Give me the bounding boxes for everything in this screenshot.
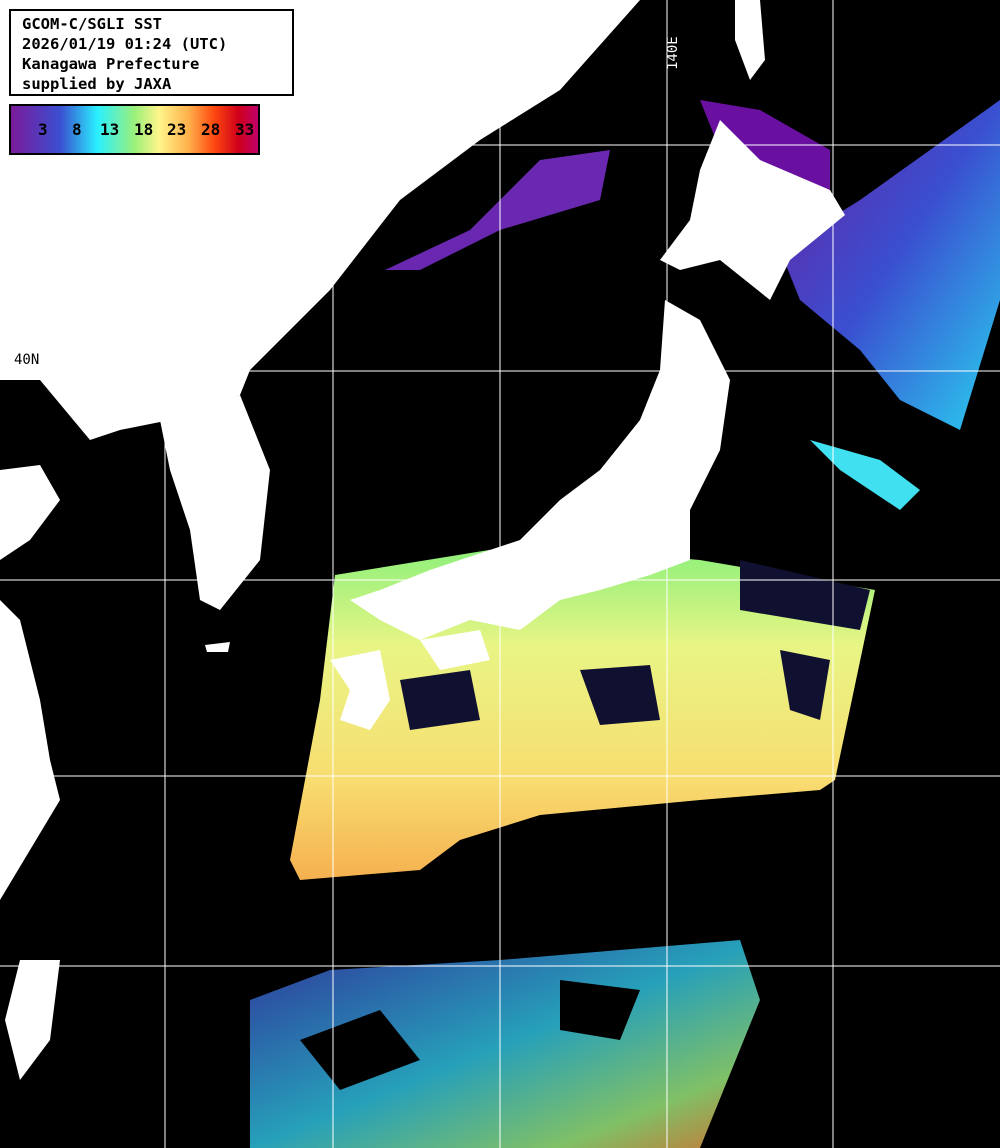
grid-label-30n: 30N xyxy=(14,758,40,774)
observation-time: 2026/01/19 01:24 (UTC) xyxy=(22,35,228,53)
data-source: supplied by JAXA xyxy=(22,75,172,93)
sst-cloud-gaps xyxy=(400,560,870,730)
sst-south-gaps xyxy=(300,980,640,1090)
land-taiwan xyxy=(5,960,60,1080)
sst-sea-of-japan xyxy=(385,150,610,270)
land-sakhalin xyxy=(735,0,765,80)
colorbar-tick: 33 xyxy=(235,120,255,139)
provider-prefecture: Kanagawa Prefecture xyxy=(22,55,200,73)
info-box: GCOM-C/SGLI SST 2026/01/19 01:24 (UTC) K… xyxy=(9,9,294,96)
sst-pacific-north xyxy=(780,100,1000,430)
color-scale-bar: 3 8 13 18 23 28 33 xyxy=(9,104,260,155)
colorbar-tick: 18 xyxy=(134,120,154,139)
sst-cyan-patch xyxy=(810,440,920,510)
satellite-product: GCOM-C/SGLI SST xyxy=(22,15,162,33)
land xyxy=(0,0,845,1080)
land-shikoku xyxy=(420,630,490,670)
land-china-coast xyxy=(0,465,60,900)
grid-label-140e: 140E xyxy=(665,36,681,70)
colorbar-tick: 23 xyxy=(167,120,187,139)
land-honshu xyxy=(350,300,730,640)
colorbar-tick: 28 xyxy=(201,120,221,139)
sst-data xyxy=(250,100,1000,1148)
colorbar-tick: 8 xyxy=(72,120,82,139)
colorbar-tick: 3 xyxy=(38,120,48,139)
land-hokkaido xyxy=(660,120,845,300)
land-korea xyxy=(160,395,270,610)
land-kyushu xyxy=(330,650,390,730)
grid-label-40n: 40N xyxy=(14,352,40,368)
colorbar-tick: 13 xyxy=(100,120,120,139)
